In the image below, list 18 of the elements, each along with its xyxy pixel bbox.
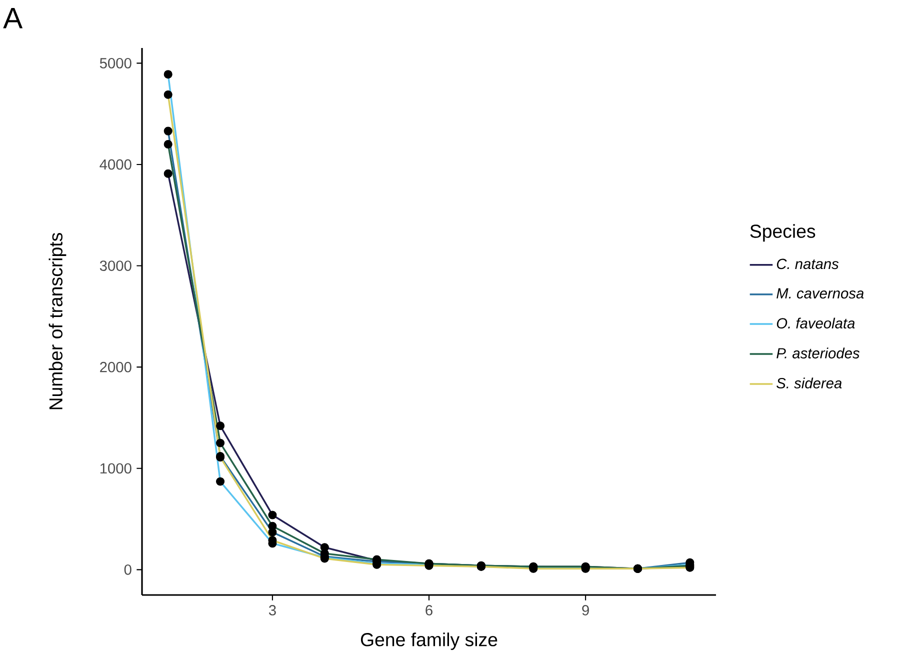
chart-title: A [3,8,23,28]
legend-label: S. siderea [776,378,842,388]
legend-label: M. cavernosa [776,288,864,299]
x-axis-title: Gene family size [360,632,498,650]
y-tick-label: 5000 [100,58,132,68]
legend-title: Species [750,224,816,242]
y-tick-label: 2000 [100,362,132,372]
y-tick-label: 0 [124,564,132,575]
y-tick-label: 3000 [100,260,132,271]
y-tick-label: 1000 [100,463,132,474]
x-tick-label: 6 [426,605,432,616]
y-tick-label: 4000 [100,159,132,170]
legend-label: O. faveolata [776,318,855,328]
legend-label: P. asteriodes [776,348,860,358]
x-tick-label: 9 [582,605,589,616]
legend-label: C. natans [776,258,839,270]
x-tick-label: 3 [268,605,276,616]
y-axis-title: Number of transcripts [48,232,66,410]
